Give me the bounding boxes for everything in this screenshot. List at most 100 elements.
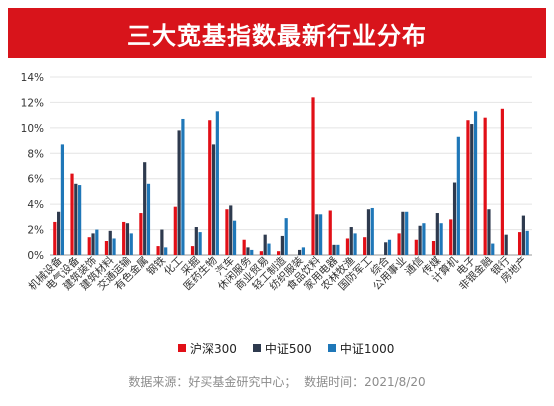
bar [225,209,229,255]
y-tick-label: 4% [27,199,44,211]
bar [215,111,219,255]
bar [319,214,323,255]
bar [473,111,478,255]
bar [156,246,160,255]
bar [194,227,198,255]
bar [301,247,306,255]
bar [57,211,61,255]
bar [466,120,470,255]
bar [363,237,367,255]
bar [401,211,405,255]
bar [60,144,65,255]
y-tick-label: 14% [21,72,44,84]
bar [431,241,436,255]
legend-swatch-zz500 [252,344,261,352]
bar [525,230,529,255]
bar [370,207,374,255]
bar [259,251,263,255]
bar [208,120,212,255]
bar [125,223,130,255]
y-tick-label: 0% [27,250,44,262]
bar [280,235,284,255]
bar [143,162,147,255]
bar [384,242,388,255]
bar [336,244,340,255]
y-tick-label: 12% [21,97,44,109]
bar [414,239,418,255]
bar [332,244,336,255]
legend-label-zz1000: 中证1000 [339,341,395,356]
bar [146,183,151,255]
bar [311,97,315,255]
bar [449,219,453,255]
bar [487,209,491,255]
y-tick-label: 10% [21,123,44,135]
bar [198,232,202,255]
y-tick-label: 2% [27,225,44,237]
legend-swatch-zz1000 [327,344,336,352]
bar [439,223,443,255]
bar [418,225,422,255]
legend-item-zz500: 中证500 [252,340,312,357]
bar [456,136,460,255]
bar [250,249,254,255]
legend-label-hs300: 沪深300 [190,341,237,356]
legend-item-zz1000: 中证1000 [327,340,395,357]
bar [284,218,288,255]
bar [108,230,112,255]
bar [164,247,168,255]
bar [435,213,439,255]
legend: 沪深300 中证500 中证1000 [178,340,410,356]
bar [345,238,350,255]
bar [328,210,332,255]
bar [504,234,508,255]
legend-swatch-hs300 [178,344,186,352]
bar [122,221,126,255]
bar [53,221,57,255]
y-tick-label: 8% [27,148,44,160]
data-source: 数据来源：好买基金研究中心； [128,375,297,389]
bar [491,243,495,255]
bar [353,233,357,255]
bar [422,223,426,255]
bar [129,233,133,255]
bar [276,251,281,255]
bar [405,211,409,255]
bar [483,117,487,255]
bar [190,246,195,255]
data-time: 数据时间：2021/8/20 [304,375,426,389]
bar [87,237,91,255]
bar [229,205,233,255]
footer-note: 数据来源：好买基金研究中心； 数据时间：2021/8/20 [0,373,554,390]
bar [517,232,522,255]
bar [211,144,216,255]
bar [232,220,237,255]
page-title: 三大宽基指数最新行业分布 [127,21,427,50]
bars [53,97,529,256]
bar [246,247,250,255]
title-banner: 三大宽基指数最新行业分布 [8,8,546,58]
bar [177,130,181,255]
bar [104,241,109,255]
x-axis: 机械设备电气设备建筑装饰建筑材料交通运输有色金属钢铁化工采掘医药生物汽车休闲服务… [26,254,530,293]
bar [173,206,177,255]
bar [74,183,78,255]
bar [70,173,74,255]
legend-label-zz500: 中证500 [264,341,312,356]
bar [139,213,143,255]
bar [397,233,401,255]
bar [500,108,504,255]
bar [452,182,457,255]
bar [470,124,474,255]
bar [95,229,99,255]
bar [263,234,267,255]
bar [160,229,164,255]
bar [91,233,95,255]
bar [349,227,353,255]
bar [521,215,525,255]
bar [298,249,302,255]
bar [366,209,371,255]
y-tick-label: 6% [27,174,44,186]
bar [387,239,392,255]
